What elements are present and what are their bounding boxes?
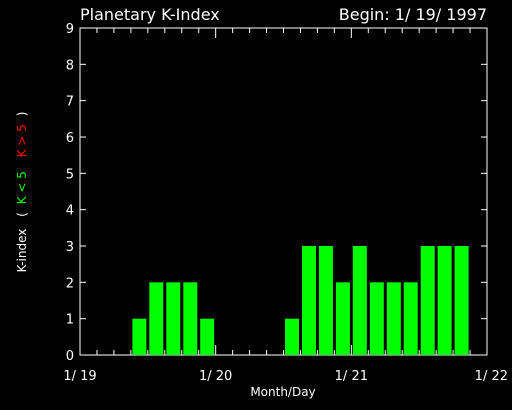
y-tick-label-6: 6: [66, 131, 74, 146]
y-axis: 0 1 2 3 4 5 6 7 8 9: [66, 22, 487, 364]
y-tick-label-4: 4: [66, 204, 74, 219]
bar-17: [369, 282, 384, 355]
bar-22: [454, 246, 469, 355]
bar-20: [420, 246, 435, 355]
y-axis-label-high: K > 5: [15, 124, 29, 157]
y-axis-label-prefix: K-index: [15, 229, 29, 273]
bar-16: [352, 246, 367, 355]
y-axis-label-open: (: [15, 212, 29, 217]
bar-18: [386, 282, 401, 355]
x-tick-label-1: 1/ 20: [199, 369, 232, 384]
x-axis-label: Month/Day: [250, 385, 315, 399]
bar-3: [132, 318, 147, 355]
y-axis-label-low: K < 5: [15, 171, 29, 204]
bar-19: [403, 282, 418, 355]
x-tick-label-0: 1/ 19: [63, 369, 96, 384]
x-tick-label-3: 1/ 22: [475, 369, 508, 384]
y-tick-label-8: 8: [66, 58, 74, 73]
y-tick-label-7: 7: [66, 95, 74, 110]
bar-13: [302, 246, 316, 355]
y-tick-label-1: 1: [66, 313, 74, 328]
y-tick-label-9: 9: [66, 22, 74, 37]
bars-group: [132, 246, 469, 355]
x-tick-label-2: 1/ 21: [335, 369, 368, 384]
y-tick-label-0: 0: [66, 349, 74, 364]
y-tick-label-5: 5: [66, 167, 74, 182]
bar-12: [285, 318, 299, 355]
bar-21: [437, 246, 452, 355]
y-tick-label-2: 2: [66, 276, 74, 291]
x-axis: 1/ 19 1/ 20 1/ 21 1/ 22: [63, 28, 508, 384]
begin-date-label: Begin: 1/ 19/ 1997: [339, 5, 487, 24]
bar-5: [166, 282, 181, 355]
chart-title: Planetary K-Index: [80, 5, 220, 24]
bar-14: [318, 246, 333, 355]
y-tick-label-3: 3: [66, 240, 74, 255]
bar-7: [200, 318, 215, 355]
bar-4: [149, 282, 164, 355]
y-axis-label-close: ): [15, 112, 29, 117]
bar-15: [335, 282, 350, 355]
y-axis-label: K-index ( K < 5 K > 5 ): [15, 112, 29, 273]
bar-6: [183, 282, 198, 355]
